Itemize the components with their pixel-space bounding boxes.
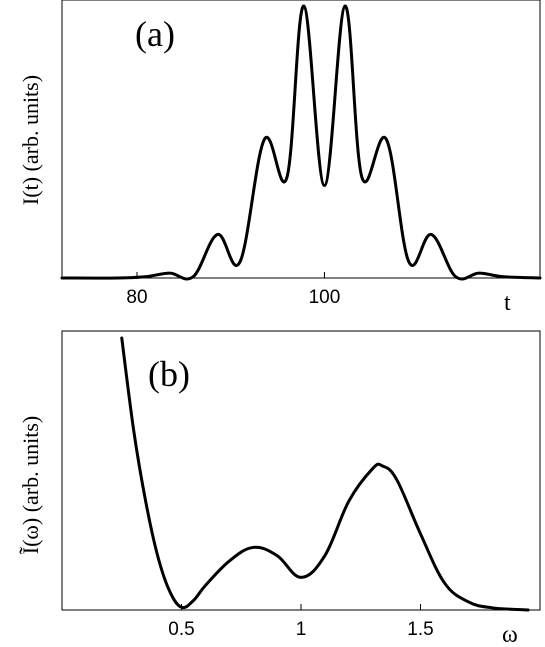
- panel-a-intensity-curve: [60, 4, 542, 281]
- panel-b-spectrum-curve: [120, 336, 530, 612]
- panel-a-x-tick-label: 100: [309, 287, 341, 308]
- panel-b-x-ticks: 0.5 1 1.5: [168, 604, 434, 640]
- panel-b-x-tick-label: 1: [296, 619, 307, 640]
- panel-a-x-axis-title: t: [504, 290, 511, 316]
- panel-b-label: (b): [148, 354, 190, 394]
- panel-a-x-ticks: 80 100: [126, 272, 340, 308]
- panel-a-label: (a): [135, 14, 175, 54]
- panel-a-x-tick-label: 80: [126, 287, 147, 308]
- panel-b-y-axis-title: Ĩ(ω) (arb. units): [18, 416, 43, 555]
- panel-a-y-axis-title: I(t) (arb. units): [18, 75, 43, 205]
- panel-a-frame: [61, 0, 541, 279]
- panel-b-frame: [61, 330, 541, 611]
- panel-b-x-tick-label: 0.5: [168, 619, 194, 640]
- panel-b: 0.5 1 1.5 (b) ω Ĩ(ω) (arb. units): [18, 330, 541, 647]
- panel-b-x-axis-title: ω: [502, 622, 518, 647]
- panel-a: 80 100 (a) t I(t) (arb. units): [18, 0, 542, 316]
- panel-b-x-tick-label: 1.5: [407, 619, 433, 640]
